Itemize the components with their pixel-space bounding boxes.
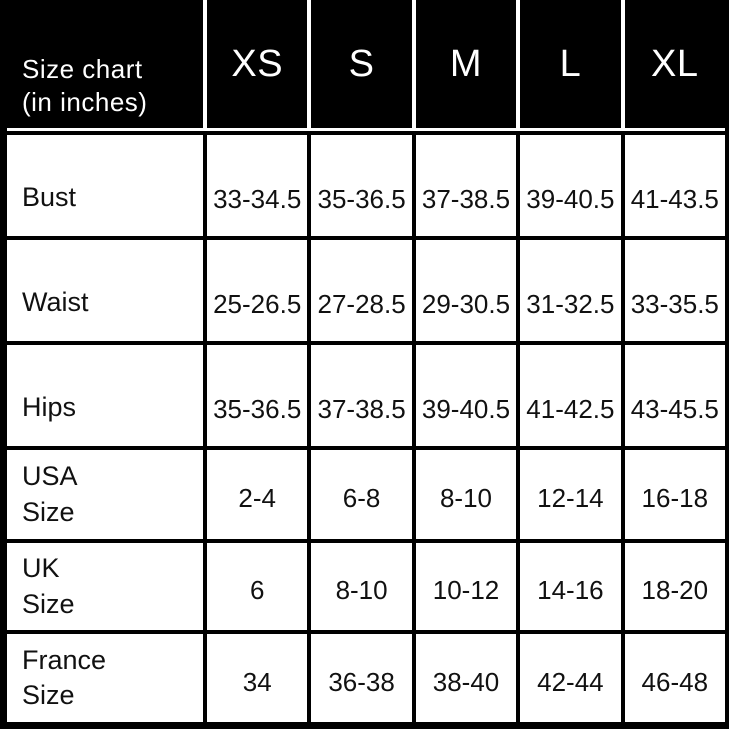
cell-hips-m: 39-40.5 bbox=[415, 345, 517, 446]
row-label-bust: Bust bbox=[7, 135, 203, 236]
cell-usa-xs: 2-4 bbox=[207, 450, 308, 539]
cell-france-s: 36-38 bbox=[311, 634, 412, 722]
row-label-usa-size: USA Size bbox=[7, 450, 203, 539]
cell-uk-l: 14-16 bbox=[520, 543, 621, 630]
cell-uk-m: 10-12 bbox=[415, 543, 517, 630]
cell-waist-l: 31-32.5 bbox=[520, 240, 621, 341]
column-header-m: M bbox=[415, 0, 517, 128]
column-header-s: S bbox=[311, 0, 412, 128]
cell-waist-s: 27-28.5 bbox=[311, 240, 412, 341]
cell-france-xs: 34 bbox=[207, 634, 308, 722]
cell-hips-l: 41-42.5 bbox=[520, 345, 621, 446]
cell-usa-l: 12-14 bbox=[520, 450, 621, 539]
cell-uk-xl: 18-20 bbox=[624, 543, 725, 630]
row-label-uk-size: UK Size bbox=[7, 543, 203, 630]
row-label-hips: Hips bbox=[7, 345, 203, 446]
cell-bust-xl: 41-43.5 bbox=[624, 135, 725, 236]
table-header-row: Size chart (in inches) XS S M L XL bbox=[7, 0, 725, 128]
cell-uk-xs: 6 bbox=[207, 543, 308, 630]
column-header-xl: XL bbox=[624, 0, 725, 128]
cell-france-l: 42-44 bbox=[520, 634, 621, 722]
cell-waist-m: 29-30.5 bbox=[415, 240, 517, 341]
cell-usa-m: 8-10 bbox=[415, 450, 517, 539]
row-label-france-size: France Size bbox=[7, 634, 203, 722]
cell-bust-m: 37-38.5 bbox=[415, 135, 517, 236]
column-header-l: L bbox=[520, 0, 621, 128]
cell-bust-xs: 33-34.5 bbox=[207, 135, 308, 236]
column-header-xs: XS bbox=[207, 0, 308, 128]
table-title: Size chart (in inches) bbox=[7, 0, 203, 128]
cell-usa-s: 6-8 bbox=[311, 450, 412, 539]
cell-france-xl: 46-48 bbox=[624, 634, 725, 722]
cell-hips-s: 37-38.5 bbox=[311, 345, 412, 446]
table-body: Bust 33-34.5 35-36.5 37-38.5 39-40.5 41-… bbox=[7, 131, 725, 722]
cell-usa-xl: 16-18 bbox=[624, 450, 725, 539]
cell-hips-xs: 35-36.5 bbox=[207, 345, 308, 446]
cell-uk-s: 8-10 bbox=[311, 543, 412, 630]
cell-france-m: 38-40 bbox=[415, 634, 517, 722]
cell-bust-s: 35-36.5 bbox=[311, 135, 412, 236]
cell-bust-l: 39-40.5 bbox=[520, 135, 621, 236]
cell-hips-xl: 43-45.5 bbox=[624, 345, 725, 446]
cell-waist-xl: 33-35.5 bbox=[624, 240, 725, 341]
cell-waist-xs: 25-26.5 bbox=[207, 240, 308, 341]
row-label-waist: Waist bbox=[7, 240, 203, 341]
